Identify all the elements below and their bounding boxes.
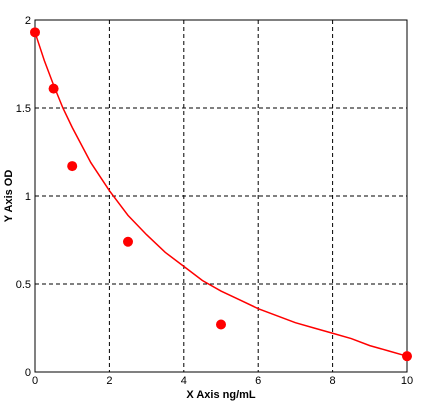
data-point <box>216 319 226 330</box>
grid <box>35 20 407 372</box>
y-tick-label: 1.5 <box>16 103 31 115</box>
data-points-layer <box>30 27 412 362</box>
y-tick-label: 1 <box>25 191 31 203</box>
y-tick-label: 0 <box>25 367 31 379</box>
x-tick-label: 6 <box>255 375 261 387</box>
x-tick-label: 2 <box>106 375 112 387</box>
x-tick-label: 0 <box>32 375 38 387</box>
fit-curve-layer <box>34 32 408 357</box>
y-axis-title: Y Axis OD <box>3 170 15 223</box>
y-tick-label: 0.5 <box>16 279 31 291</box>
y-tick-label: 2 <box>25 15 31 27</box>
data-point <box>67 161 78 172</box>
x-tick-label: 4 <box>181 375 187 387</box>
plot-frame <box>34 19 408 373</box>
data-point <box>30 27 40 38</box>
data-point <box>123 236 133 247</box>
data-point <box>48 83 59 94</box>
x-axis-title: X Axis ng/mL <box>186 389 256 401</box>
data-point <box>402 351 412 362</box>
x-tick-label: 8 <box>330 375 336 387</box>
axis-ticks: 0 2 4 6 8 10 0 0.5 1 1.5 2 <box>16 15 413 387</box>
x-tick-label: 10 <box>401 375 413 387</box>
fit-curve <box>34 32 408 357</box>
